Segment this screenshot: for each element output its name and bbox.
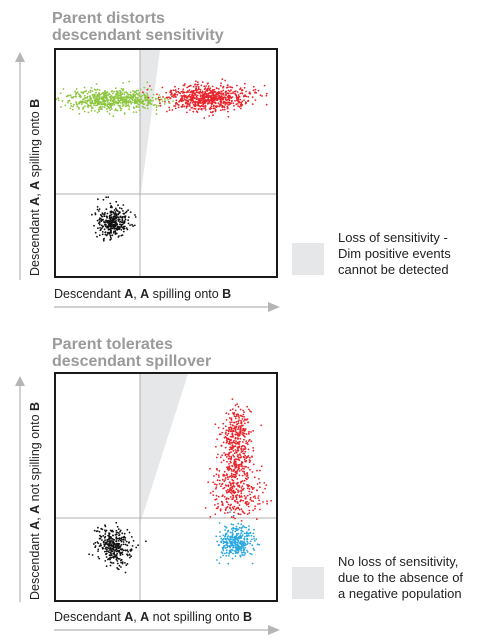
negative-population-cloud — [91, 196, 137, 242]
panel1-x-axis-label: Descendant A, A spilling onto B — [54, 287, 232, 301]
panel1-title-line1: Parent distorts — [52, 10, 165, 27]
panel1-legend-swatch — [292, 243, 324, 275]
panel2-scatter — [56, 374, 276, 600]
red-population-cloud — [141, 78, 268, 119]
loss-of-sensitivity-region — [140, 374, 188, 524]
panel2-x-axis-label: Descendant A, A not spilling onto B — [54, 610, 253, 624]
panel2-x-arrow — [54, 625, 280, 635]
panel1-title-line2: descendant sensitivity — [52, 27, 224, 44]
panel2-y-axis-label: Descendant A, A not spilling onto B — [28, 401, 42, 600]
panel1-plot — [54, 48, 278, 278]
panel2-y-arrow — [15, 376, 25, 602]
blue-population-cloud — [215, 511, 261, 565]
panel1-legend-text: Loss of sensitivity - Dim positive event… — [338, 230, 451, 277]
panel2-legend-text: No loss of sensitivity, due to the absen… — [338, 554, 464, 601]
panel2-title-line2: descendant spillover — [52, 353, 212, 370]
panel1-title: Parent distorts descendant sensitivity — [52, 10, 224, 44]
negative-population-cloud — [88, 521, 147, 574]
panel1-scatter — [56, 50, 276, 276]
green-population-cloud — [56, 80, 190, 118]
loss-of-sensitivity-region — [140, 50, 160, 200]
panel2-legend-swatch — [292, 567, 324, 599]
panel2-title: Parent tolerates descendant spillover — [52, 336, 211, 370]
panel1-y-arrow — [15, 52, 25, 280]
panel2-plot — [54, 372, 278, 602]
panel1-y-axis-label: Descendant A, A spilling onto B — [28, 98, 42, 276]
panel1-x-arrow — [54, 302, 280, 312]
red-population-cloud — [204, 398, 273, 522]
panel2-title-line1: Parent tolerates — [52, 336, 173, 353]
